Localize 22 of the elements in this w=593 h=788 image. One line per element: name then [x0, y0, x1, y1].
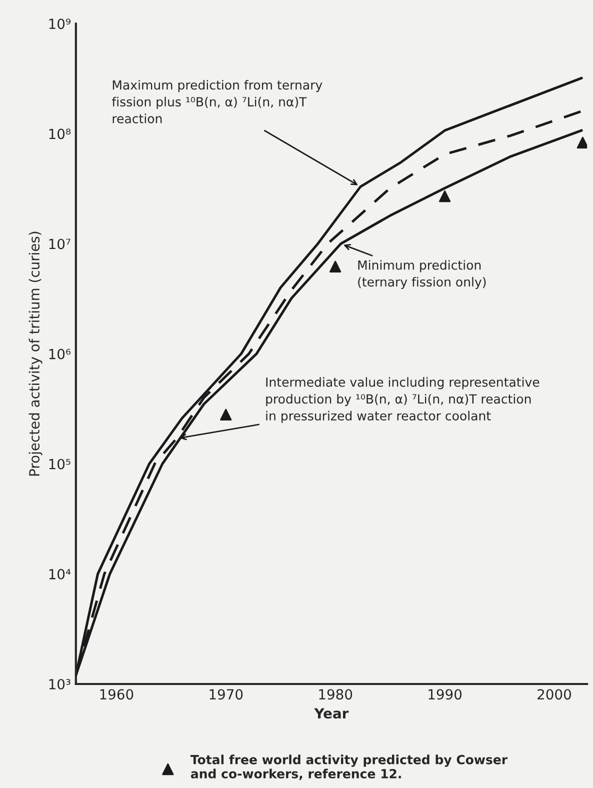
- x-tick-label: 2000: [538, 689, 571, 700]
- x-tick-label: 1960: [100, 689, 134, 700]
- y-axis-title: Projected activity of tritium (curies): [28, 232, 42, 476]
- x-tick-label: 1980: [319, 689, 352, 700]
- y-tick-label: 10⁶: [49, 348, 71, 360]
- x-axis-title: Year: [314, 708, 349, 719]
- x-tick-label: 1970: [210, 689, 243, 700]
- y-tick-label: 10⁸: [49, 128, 71, 140]
- annotation: Maximum prediction from ternary fission plus ¹⁰B(n, α) ⁷Li(n, nα)T reaction: [112, 80, 322, 124]
- point: [576, 136, 588, 148]
- point: [329, 260, 342, 272]
- annotation: Minimum prediction (ternary fission only): [358, 260, 486, 290]
- legend-label: Total free world activity predicted by Cowser and co-workers, reference 12.: [190, 754, 508, 780]
- y-tick-label: 10⁷: [49, 238, 70, 250]
- y-tick-label: 10⁵: [49, 458, 70, 470]
- x-tick-label: 1990: [428, 689, 462, 700]
- point: [220, 408, 232, 420]
- point: [438, 190, 451, 202]
- annotation: Intermediate value including representative production by ¹⁰B(n, α) ⁷Li(n, nα)T reaction in pressurized water reactor coolant: [266, 377, 540, 423]
- y-tick-label: 10⁹: [49, 18, 71, 30]
- y-tick-label: 10⁴: [49, 568, 71, 580]
- y-tick-label: 10³: [49, 678, 70, 690]
